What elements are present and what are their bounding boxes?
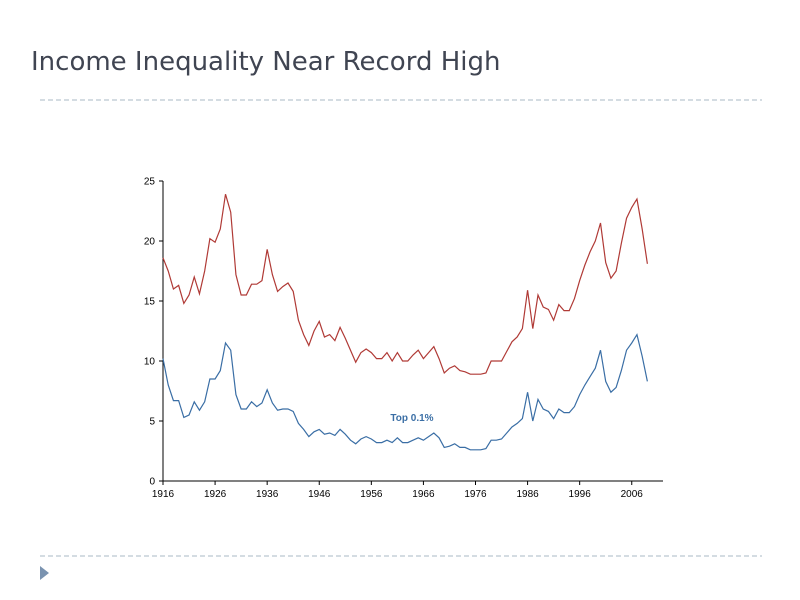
x-tick-label: 1966 bbox=[412, 489, 435, 500]
slide-title: Income Inequality Near Record High bbox=[31, 47, 500, 77]
x-tick-label: 1996 bbox=[569, 489, 592, 500]
y-tick-label: 25 bbox=[144, 177, 156, 188]
x-tick-label: 1976 bbox=[464, 489, 487, 500]
y-tick-label: 0 bbox=[149, 477, 155, 488]
x-tick-label: 1936 bbox=[256, 489, 279, 500]
x-tick-label: 1956 bbox=[360, 489, 383, 500]
y-tick-label: 10 bbox=[144, 357, 156, 368]
nav-arrow[interactable] bbox=[40, 566, 49, 580]
series-label: Top 0.1% bbox=[390, 413, 433, 424]
y-tick-label: 20 bbox=[144, 237, 156, 248]
y-tick-label: 15 bbox=[144, 297, 156, 308]
x-tick-label: 1916 bbox=[152, 489, 175, 500]
x-tick-label: 2006 bbox=[621, 489, 644, 500]
x-tick-label: 1946 bbox=[308, 489, 331, 500]
series-line bbox=[162, 333, 648, 451]
y-tick-label: 5 bbox=[149, 417, 155, 428]
x-tick-label: 1926 bbox=[204, 489, 227, 500]
x-tick-label: 1986 bbox=[516, 489, 539, 500]
series-line bbox=[162, 194, 648, 375]
